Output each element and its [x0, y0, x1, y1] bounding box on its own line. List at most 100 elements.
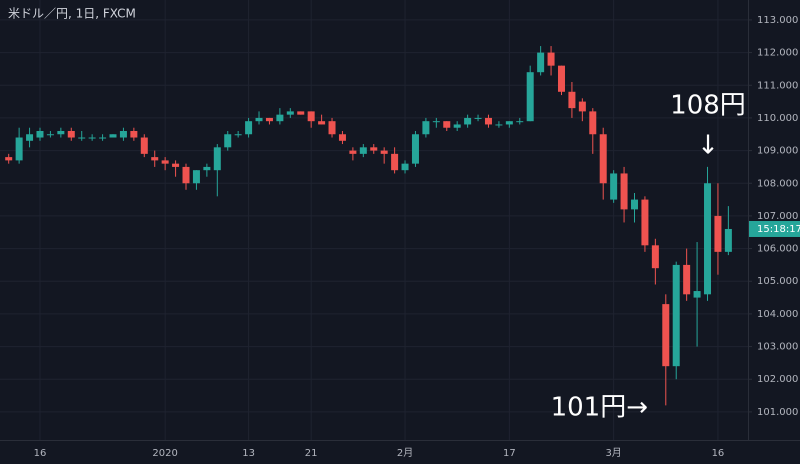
y-tick-label: 102.000	[757, 374, 798, 385]
annotation: 101円→	[551, 393, 648, 423]
candle-body	[78, 137, 86, 139]
y-tick-label: 108.000	[757, 178, 798, 189]
candle-body	[26, 134, 34, 141]
candle-body	[203, 166, 211, 171]
candle-body	[453, 124, 461, 128]
candle-body	[557, 65, 565, 92]
y-tick-label: 106.000	[757, 244, 798, 255]
candle-body	[109, 134, 117, 138]
candle-body	[641, 199, 649, 246]
x-tick-label: 16	[712, 448, 725, 459]
candle-body	[484, 117, 492, 125]
candle-body	[589, 111, 597, 135]
candle-body	[349, 150, 357, 154]
candle-body	[172, 163, 180, 167]
candle-body	[286, 111, 294, 115]
candle-body	[693, 291, 701, 298]
candle-body	[328, 121, 336, 135]
x-tick-label: 16	[34, 448, 47, 459]
candle-body	[88, 137, 96, 139]
candle-body	[495, 124, 503, 126]
x-tick-label: 13	[242, 448, 255, 459]
candle-body	[119, 130, 127, 138]
candle-body	[140, 137, 148, 154]
candle-body	[724, 228, 732, 252]
candle-body	[161, 160, 169, 164]
candle-body	[255, 117, 263, 122]
candle-body	[464, 117, 472, 125]
y-tick-label: 112.000	[757, 48, 798, 59]
candle-body	[422, 121, 430, 135]
candle-body	[401, 163, 409, 171]
y-tick-label: 105.000	[757, 276, 798, 287]
candle-body	[651, 245, 659, 269]
y-tick-label: 111.000	[757, 80, 798, 91]
candle-body	[192, 170, 200, 184]
candle-body	[631, 199, 638, 210]
candle-body	[505, 121, 513, 125]
candle-body	[224, 134, 232, 148]
candle-body	[318, 121, 326, 125]
candle-body	[683, 264, 691, 295]
candle-body	[578, 101, 586, 112]
candle-body	[359, 147, 367, 154]
candle-body	[568, 91, 576, 109]
candle-body	[620, 173, 628, 210]
x-tick-label: 2020	[152, 448, 177, 459]
candle-body	[67, 130, 75, 138]
x-tick-label: 17	[503, 448, 516, 459]
candle-body	[234, 134, 242, 136]
candle-body	[151, 157, 159, 161]
candle-body	[370, 147, 378, 151]
candle-body	[547, 52, 555, 66]
candle-body	[599, 134, 607, 184]
candle-body	[36, 130, 44, 138]
candle-body	[130, 130, 138, 138]
candle-body	[380, 150, 388, 154]
candle-body	[57, 130, 65, 135]
candle-body	[338, 134, 346, 141]
countdown-label: 15:18:17	[757, 224, 800, 235]
candle-body	[474, 117, 482, 119]
candle-body	[662, 304, 670, 367]
candle-body	[411, 134, 419, 164]
annotation: 108円	[670, 91, 746, 121]
axes: 101.000 102.000 103.000 104.000 105.000 106.0…	[34, 15, 800, 459]
x-tick-label: 21	[305, 448, 318, 459]
candle-body	[5, 157, 13, 161]
price-tag	[749, 220, 800, 237]
chart-title: 米ドル／円, 1日, FXCM	[8, 7, 136, 21]
candle-body	[391, 153, 399, 171]
grid	[0, 0, 748, 440]
candle-body	[672, 264, 680, 367]
candle-body	[276, 114, 284, 122]
candle-body	[182, 166, 190, 184]
candle-body	[443, 121, 451, 128]
candle-body	[213, 147, 221, 171]
candle-body	[714, 215, 722, 252]
x-tick-label: 2月	[397, 447, 413, 459]
y-tick-label: 103.000	[757, 342, 798, 353]
candle-body	[15, 137, 23, 161]
annotation: ↓	[697, 131, 719, 161]
candle-body	[46, 134, 54, 136]
candle-body	[526, 72, 534, 122]
candle-body	[245, 121, 253, 135]
candle-body	[265, 117, 273, 122]
y-tick-label: 113.000	[757, 15, 798, 26]
plot: 108円 ↓ 101円→	[5, 46, 746, 423]
candle-body	[99, 137, 107, 139]
candle-body	[297, 111, 305, 115]
x-tick-label: 3月	[605, 447, 621, 459]
candle-body	[610, 173, 618, 200]
candle-body	[516, 121, 524, 123]
y-tick-label: 101.000	[757, 407, 798, 418]
candle-body	[432, 121, 440, 123]
y-tick-label: 107.000	[757, 211, 798, 222]
candle-body	[537, 52, 545, 73]
candle-body	[704, 183, 712, 295]
y-tick-label: 109.000	[757, 146, 798, 157]
y-tick-label: 104.000	[757, 309, 798, 320]
